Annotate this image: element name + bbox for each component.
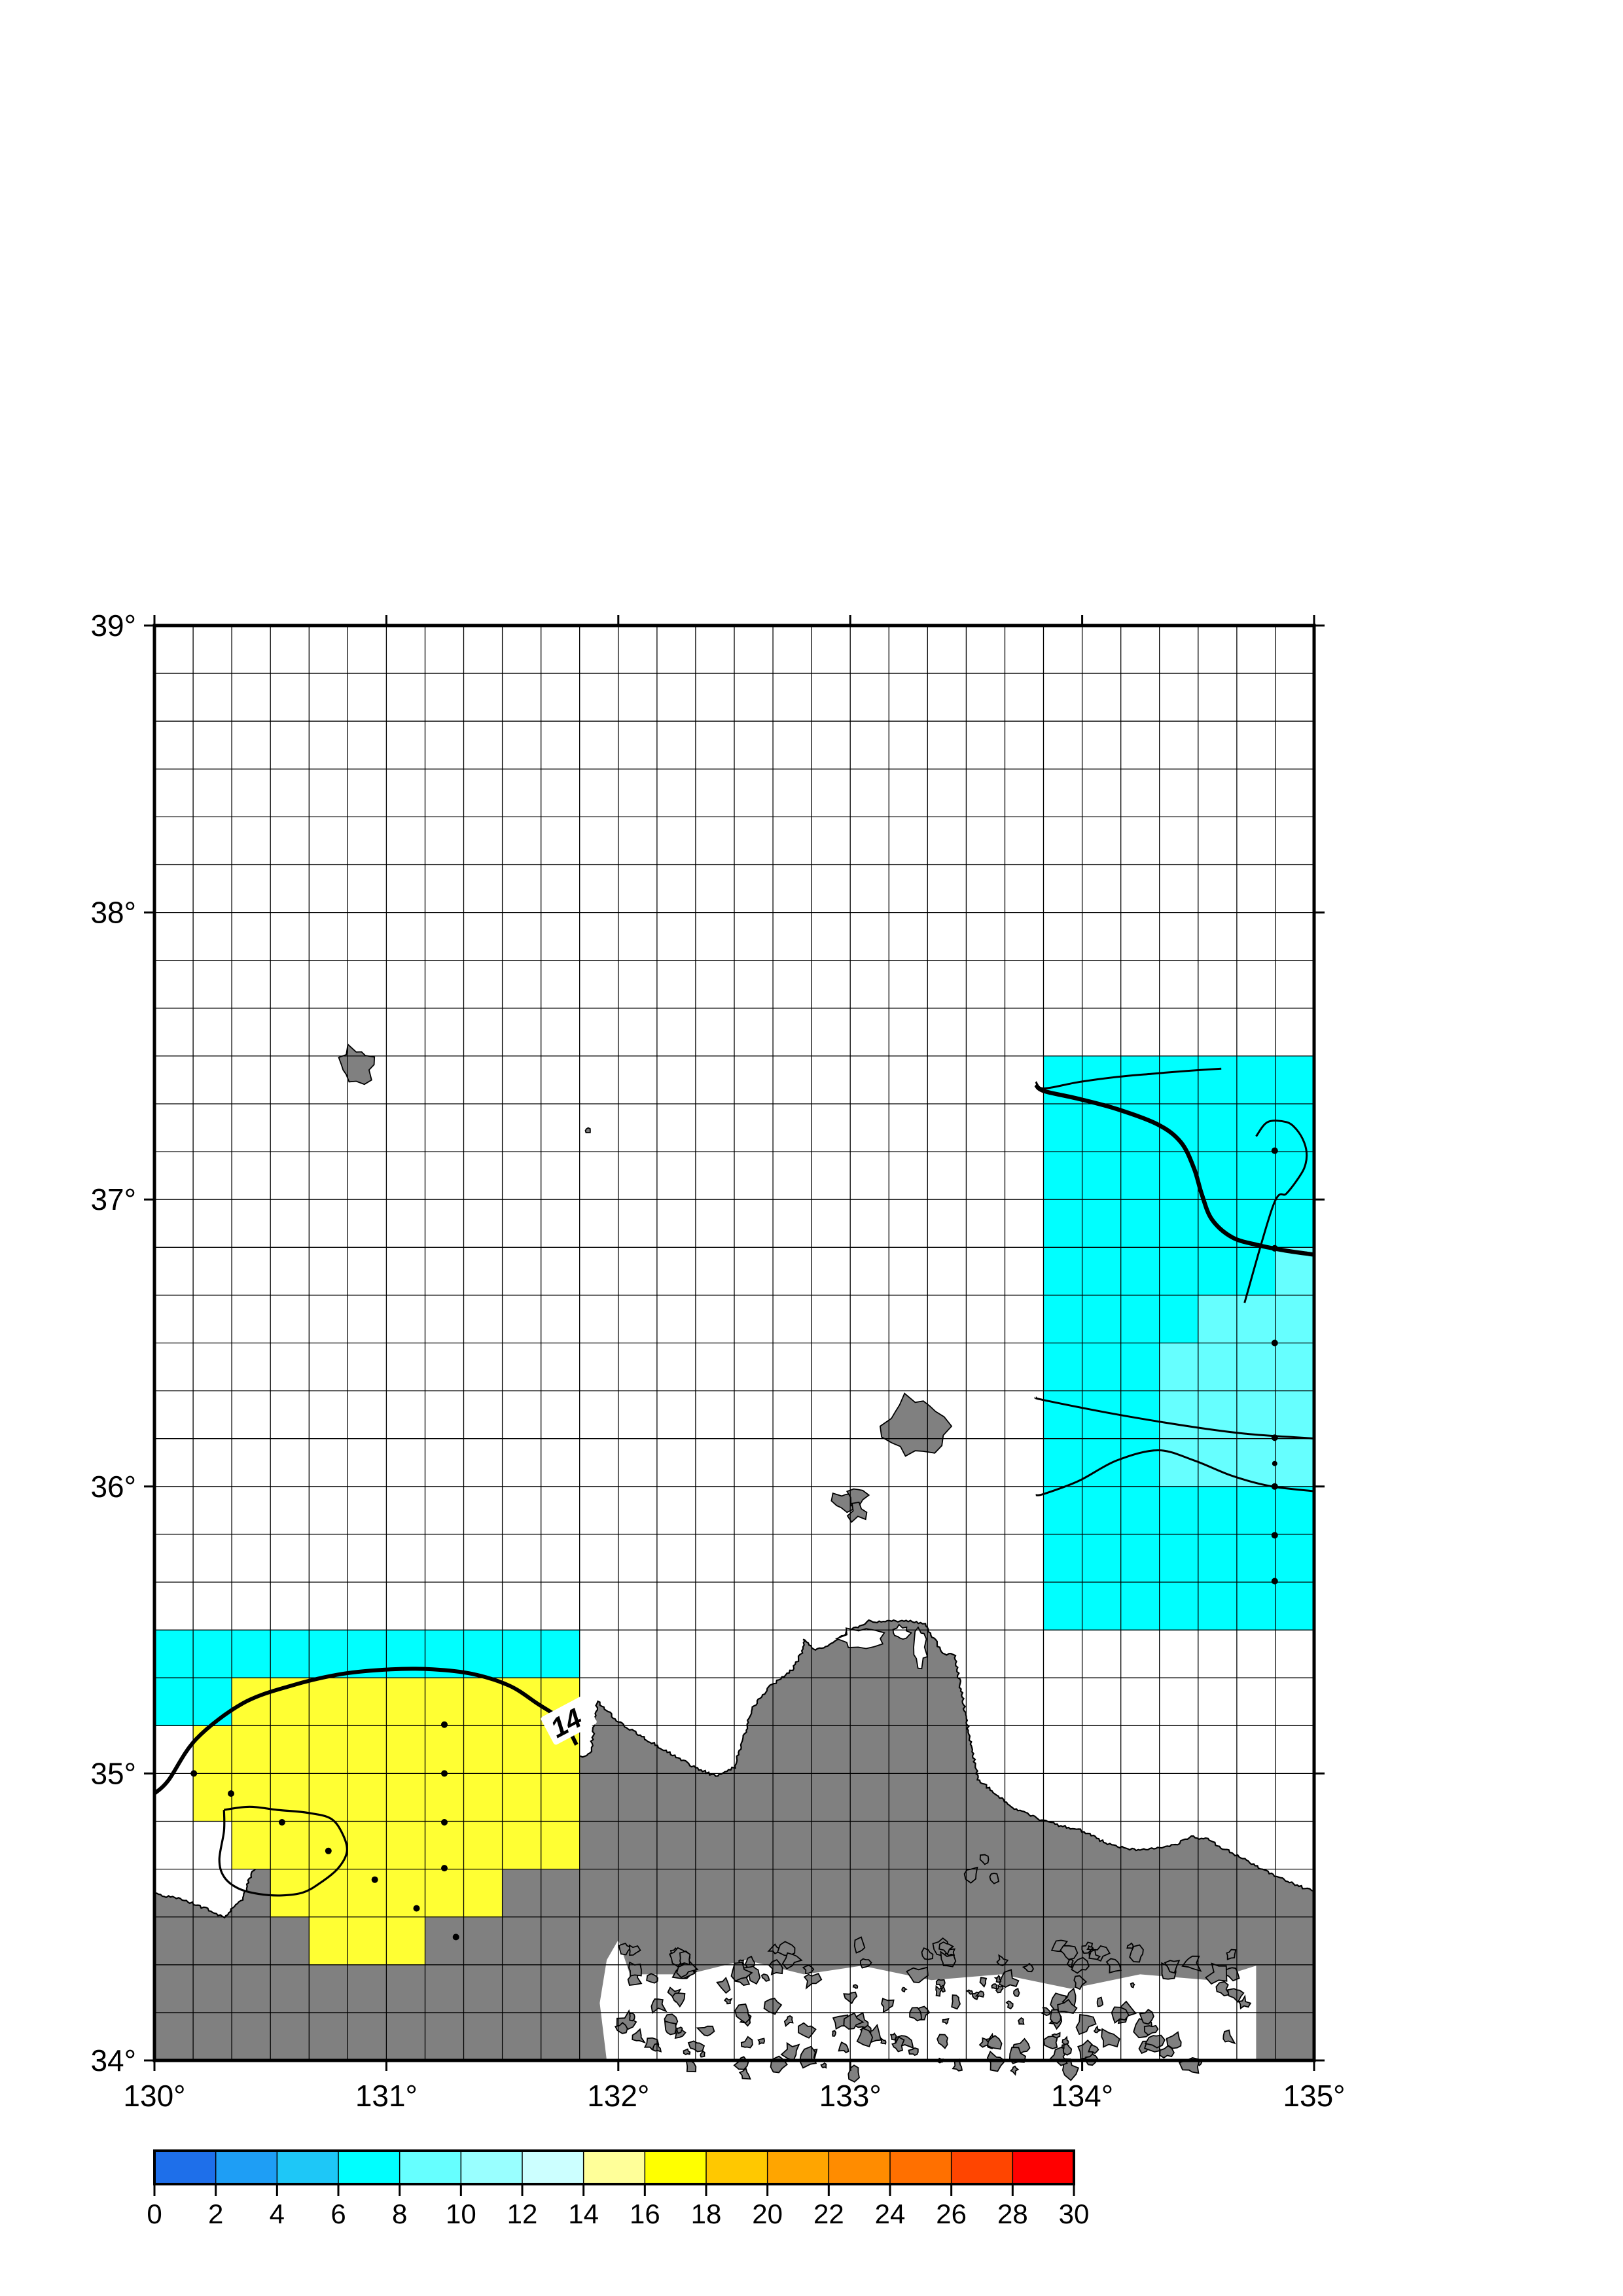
svg-text:4: 4 <box>270 2199 285 2229</box>
svg-text:12: 12 <box>507 2199 538 2229</box>
svg-text:133°: 133° <box>819 2079 882 2113</box>
svg-text:26: 26 <box>936 2199 967 2229</box>
svg-text:22: 22 <box>813 2199 844 2229</box>
svg-text:20: 20 <box>752 2199 783 2229</box>
svg-text:16: 16 <box>630 2199 660 2229</box>
svg-text:14: 14 <box>568 2199 599 2229</box>
svg-text:10: 10 <box>446 2199 476 2229</box>
svg-text:39°: 39° <box>90 609 136 643</box>
svg-text:6: 6 <box>330 2199 346 2229</box>
svg-text:132°: 132° <box>587 2079 649 2113</box>
svg-text:30: 30 <box>1059 2199 1090 2229</box>
svg-text:131°: 131° <box>355 2079 418 2113</box>
svg-text:8: 8 <box>392 2199 407 2229</box>
svg-text:36°: 36° <box>90 1470 136 1504</box>
svg-text:0: 0 <box>147 2199 162 2229</box>
svg-text:135°: 135° <box>1283 2079 1345 2113</box>
svg-text:2: 2 <box>208 2199 223 2229</box>
svg-text:35°: 35° <box>90 1756 136 1790</box>
svg-text:130°: 130° <box>123 2079 185 2113</box>
svg-text:134°: 134° <box>1051 2079 1113 2113</box>
svg-text:28: 28 <box>997 2199 1028 2229</box>
svg-text:18: 18 <box>691 2199 722 2229</box>
svg-text:38°: 38° <box>90 896 136 930</box>
svg-text:24: 24 <box>875 2199 906 2229</box>
svg-text:37°: 37° <box>90 1182 136 1216</box>
svg-text:34°: 34° <box>90 2043 136 2077</box>
